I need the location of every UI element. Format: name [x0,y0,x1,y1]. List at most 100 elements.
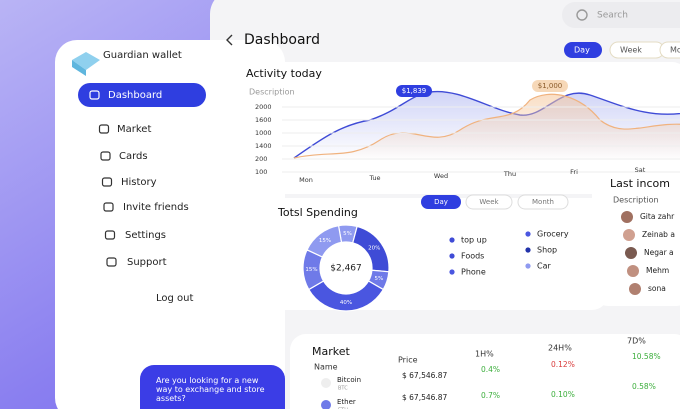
tab[interactable] [659,41,680,59]
annotation: $1,839 [402,87,427,95]
area-orange [294,94,680,160]
change-1h: 0.4% [481,365,500,374]
change-24h: 0.12% [551,360,575,369]
promo-card [140,365,285,413]
tab-label: Month [670,46,680,55]
avatar [621,211,633,223]
legend-dot [525,263,531,269]
search-text: Search [597,11,628,21]
y-tick-label: 2000 [255,103,272,111]
change-24h: 0.10% [551,390,575,399]
nav-item[interactable]: Support [127,257,167,268]
income-name: Gita zahr [640,212,675,221]
line-orange [293,93,680,159]
card-subtitle: Description [613,196,659,205]
annotation: $1,000 [538,82,563,90]
x-tick-label: Mon [299,176,313,184]
nav-icon [89,90,100,100]
coin-symbol: BTC [338,386,348,392]
tab[interactable] [421,195,461,209]
income-name: Negar a [644,248,674,257]
back-arrow-title: Dashboard [244,32,320,48]
legend-dot [525,231,531,237]
income-name: Mehm [646,266,669,275]
x-tick-label: Wed [434,172,448,180]
nav-item[interactable]: Cards [119,151,148,162]
nav-item[interactable]: Invite friends [123,202,189,213]
nav-item: Dashboard [108,90,162,101]
nav-icon [103,202,114,212]
income-name: Zeinab a [642,230,675,239]
nav-active[interactable] [78,83,206,107]
nav-icon [104,230,116,240]
price: $ 67,546.87 [402,371,448,380]
legend-dot [449,269,455,275]
nav-icon [100,151,111,161]
tab[interactable] [564,42,602,58]
card-subtitle: Description [249,88,295,97]
sidebar [55,40,285,413]
search-box[interactable] [562,2,680,28]
tab-label: Day [434,198,448,206]
segment-label: 5% [375,276,384,282]
legend-label: Shop [537,246,557,255]
tab-label: Day [574,46,590,55]
nav-icon [98,124,110,134]
nav-icon [101,177,113,187]
segment-label: 15% [319,238,331,244]
logo-side [72,60,86,76]
column-header: 24H% [548,344,572,353]
tab[interactable] [517,194,569,210]
x-tick-label: Tue [368,174,380,182]
market-card [290,334,680,413]
promo-text: Are you looking for a new way to exchange… [156,376,265,403]
avatar [625,247,637,259]
segment-label: 5% [343,231,352,237]
x-tick-label: Thu [503,170,516,178]
line-blue [293,90,680,159]
card-title: Activity today [246,67,322,80]
logo [72,52,100,70]
nav-item[interactable]: History [121,177,157,188]
y-tick-label: 100 [255,168,267,176]
annotation-pill [532,80,568,92]
tab-label: Week [479,198,499,206]
segment-label: 20% [368,246,380,252]
coin-icon [321,378,331,388]
card-title: Market [312,345,350,358]
y-tick-label: 1000 [255,129,272,137]
coin-name: Bitcoin [337,376,361,384]
column-header: Name [314,363,338,372]
tab-label: Month [532,198,554,206]
nav-item[interactable]: Settings [125,230,166,241]
y-tick-label: 200 [255,155,267,163]
segment-label: 15% [305,267,317,273]
logout: Log out [156,293,193,304]
segment-label: 40% [340,300,352,306]
column-header: 7D% [627,337,646,346]
legend-label: Phone [461,268,486,277]
legend-dot [449,237,455,243]
x-tick-label: Sat [635,166,646,174]
x-tick-label: Fri [570,168,578,176]
card-title: Last incom [610,177,670,190]
coin-name: Ether [337,398,356,406]
brand: Guardian wallet [103,50,182,61]
tab[interactable] [465,194,513,210]
legend-dot [449,253,455,259]
income-name: sona [648,284,666,293]
income-card [592,172,680,306]
back-arrow [226,34,233,46]
legend-dot [525,247,531,253]
column-header: 1H% [475,350,494,359]
price: $ 67,546.87 [402,393,448,402]
legend-label: Grocery [537,230,569,239]
change-1h: 0.7% [481,391,500,400]
nav-item[interactable]: Market [117,124,151,135]
legend-label: Car [537,262,551,271]
avatar [627,265,639,277]
y-tick-label: 1600 [255,116,272,124]
search-icon [576,9,588,21]
